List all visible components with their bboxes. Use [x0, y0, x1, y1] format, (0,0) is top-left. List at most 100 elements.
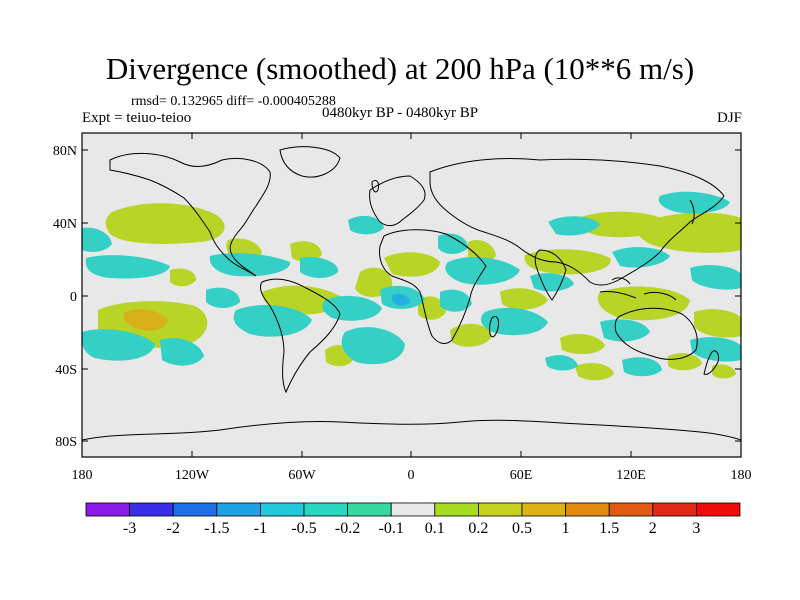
positive-patch [384, 252, 440, 277]
lat-label: 40N [53, 217, 77, 232]
colorbar-label: 0.5 [512, 520, 532, 537]
coastline-india [534, 249, 567, 301]
colorbar-swatch [477, 502, 523, 517]
positive-patch [575, 363, 614, 381]
colorbar-label: 0.2 [468, 520, 488, 537]
positive-patch [712, 364, 736, 379]
colorbar-label: -0.2 [335, 520, 360, 537]
period-label: 0480kyr BP - 0480kyr BP [322, 105, 479, 121]
colorbar-label: -3 [123, 520, 136, 537]
positive-patch [170, 268, 196, 287]
colorbar-swatch [434, 502, 479, 517]
coastline-new-zealand [703, 350, 719, 375]
lat-label: 80N [53, 144, 77, 159]
positive-patch [468, 239, 496, 262]
positive-patch [524, 249, 611, 275]
colorbar-swatch [347, 502, 392, 517]
lon-label: 180 [72, 468, 93, 483]
colorbar-swatch [216, 502, 261, 517]
coastline-indonesia [599, 277, 677, 301]
colorbar-swatch [85, 502, 130, 517]
negative-patch [85, 255, 170, 279]
negative-patch [438, 233, 468, 254]
map-title: Divergence (smoothed) at 200 hPa (10**6 … [105, 51, 695, 86]
colorbar-label: 3 [692, 520, 700, 537]
colorbar-label: -1.5 [204, 520, 229, 537]
axis-ticks [82, 133, 741, 457]
negative-patch [82, 329, 155, 361]
experiment-label: Expt = teiuo-teioo [82, 110, 192, 126]
colorbar-swatch [303, 502, 348, 517]
positive-patch [694, 309, 741, 338]
negative-patch [341, 327, 405, 365]
colorbar-swatch [608, 502, 654, 517]
coastline-asia [429, 158, 725, 286]
colorbar-swatch [696, 502, 741, 517]
negative-patch [612, 247, 670, 268]
season-label: DJF [716, 110, 742, 126]
negative-patch [548, 216, 600, 236]
negative-patch [206, 287, 240, 308]
lon-label: 60W [288, 468, 316, 483]
colorbar-swatch [259, 502, 305, 517]
colorbar-swatch [565, 502, 610, 517]
coastline-north-america [109, 152, 271, 277]
negative-patch [209, 253, 291, 277]
negative-patch [82, 227, 112, 252]
divergence-field [82, 146, 741, 441]
colorbar-label: 2 [649, 520, 657, 537]
negative-patch [322, 295, 382, 321]
positive-patch [637, 212, 741, 253]
negative-patch [690, 265, 741, 290]
positive-patch [290, 241, 322, 262]
colorbar-swatch [129, 502, 174, 517]
colorbar: -3 -2 -1.5 -1 -0.5 -0.2 -0.1 0.1 0.2 0.5 1 1.5 2 3 [85, 502, 741, 537]
negative-patch [600, 319, 650, 342]
negative-patch [658, 191, 730, 214]
coastline-madagascar [489, 315, 499, 338]
positive-patch [500, 288, 548, 310]
positive-patch-strong [123, 309, 168, 331]
positive-patch [450, 323, 492, 347]
negative-patch [690, 337, 741, 362]
lon-label: 60E [510, 468, 533, 483]
colorbar-swatch [172, 502, 218, 517]
colorbar-label: -2 [167, 520, 180, 537]
coastline-japan [689, 199, 695, 225]
colorbar-label: -1 [254, 520, 267, 537]
lat-label: 80S [55, 435, 77, 450]
negative-patch [348, 215, 384, 235]
colorbar-label: 1.5 [599, 520, 619, 537]
negative-patch-strong [392, 293, 410, 306]
negative-patch [545, 355, 578, 371]
lon-label: 120W [175, 468, 210, 483]
colorbar-swatch [652, 502, 697, 517]
lon-label: 120E [616, 468, 646, 483]
lon-label: 0 [408, 468, 415, 483]
colorbar-label: -0.5 [291, 520, 316, 537]
colorbar-label: 0.1 [425, 520, 445, 537]
coastline-south-america [259, 278, 341, 394]
negative-patch [233, 305, 312, 337]
positive-patch [560, 333, 605, 355]
lat-label: 40S [55, 363, 77, 378]
lat-label: 0 [70, 290, 77, 305]
colorbar-label: 1 [562, 520, 570, 537]
negative-patch [622, 357, 662, 377]
positive-patch [105, 203, 225, 244]
coastline-greenland [279, 146, 341, 178]
colorbar-swatch [521, 502, 566, 517]
coastlines [82, 146, 741, 441]
coastline-europe [369, 175, 426, 227]
negative-patch [160, 337, 204, 366]
positive-patch [668, 353, 702, 371]
colorbar-swatch [390, 502, 436, 517]
colorbar-label: -0.1 [379, 520, 404, 537]
stats-text: rmsd= 0.132965 diff= -0.000405288 [131, 94, 336, 109]
negative-patch [440, 289, 472, 312]
coastline-australia [614, 307, 698, 360]
coastline-uk [371, 179, 379, 193]
coastline-africa [379, 229, 487, 344]
lon-label: 180 [731, 468, 752, 483]
